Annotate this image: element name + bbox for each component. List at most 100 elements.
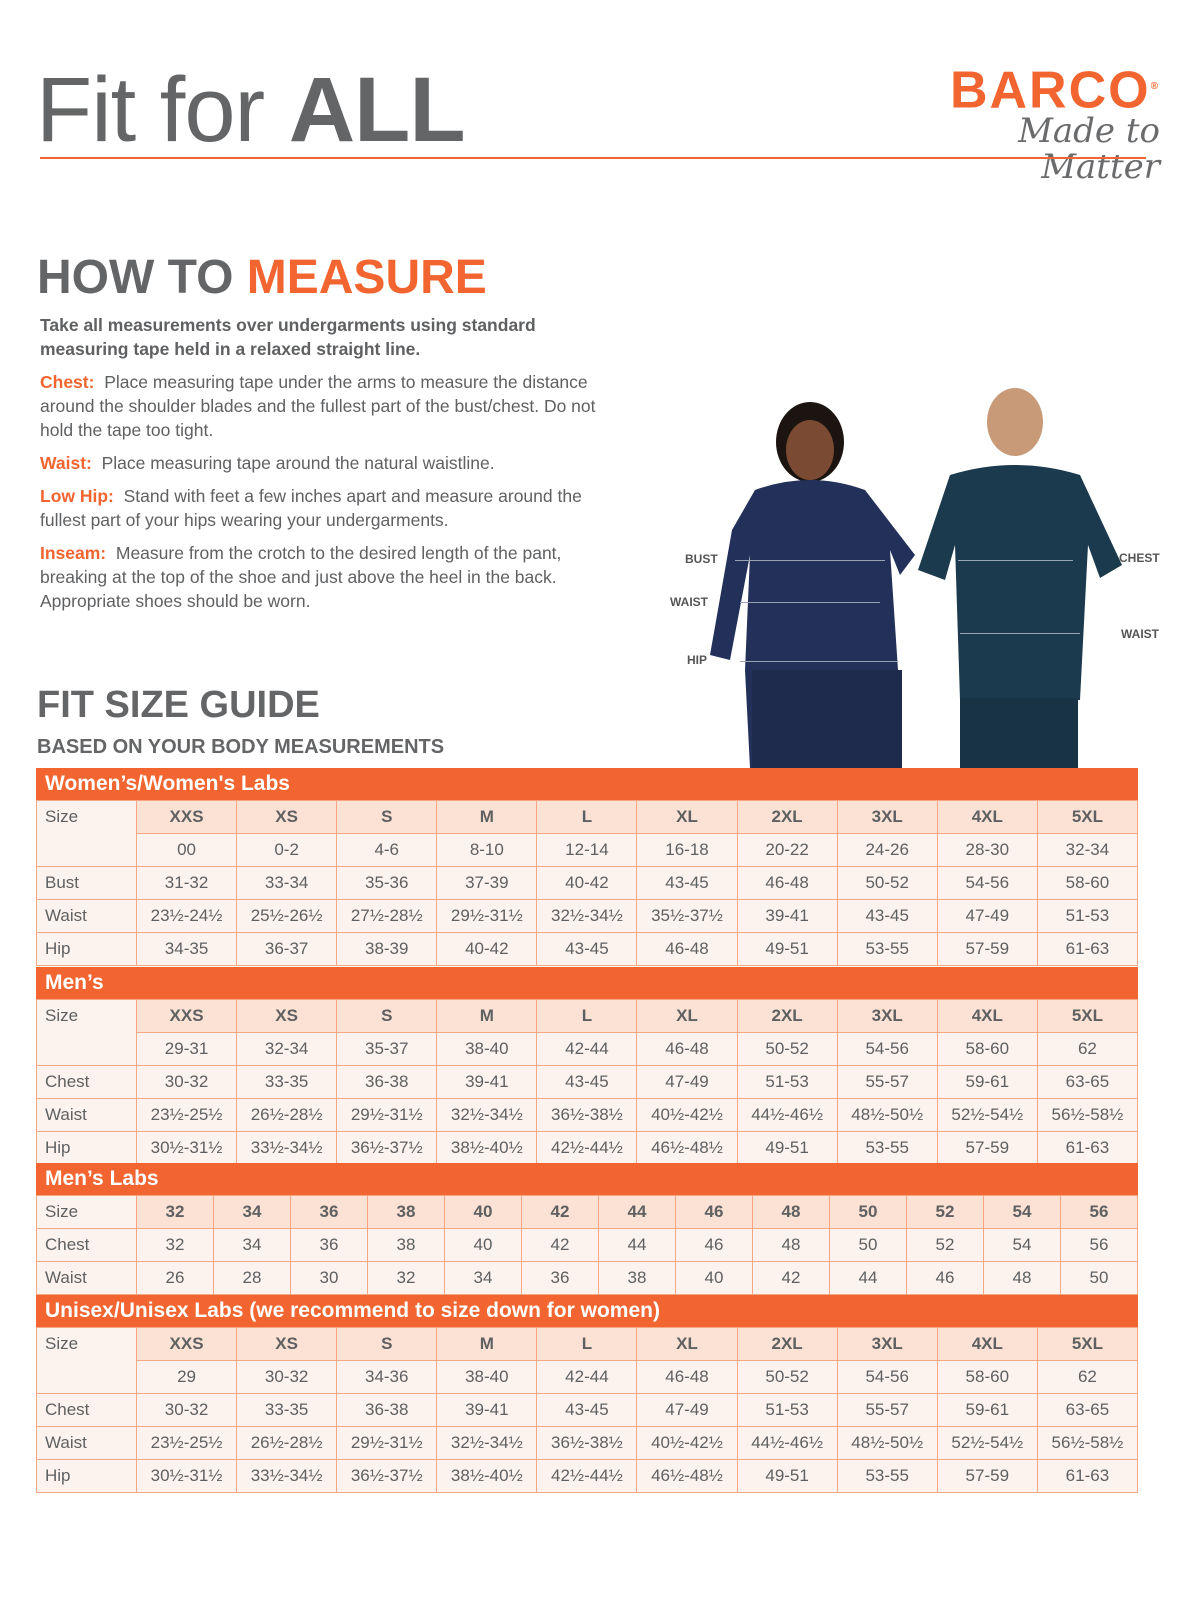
sub-size-cell: 30-32	[236, 1360, 338, 1394]
value-cell: 43-45	[536, 932, 638, 966]
sub-size-cell: 54-56	[836, 1032, 938, 1066]
value-cell: 26½-28½	[236, 1426, 338, 1460]
value-cell: 40-42	[436, 932, 538, 966]
size-cell: 38	[367, 1195, 445, 1229]
sub-size-cell: 20-22	[736, 833, 838, 867]
sub-size-cell: 46-48	[636, 1360, 738, 1394]
sub-size-cell: 35-37	[336, 1032, 438, 1066]
value-cell: 30	[290, 1261, 368, 1295]
how-to-measure-heading: HOW TO MEASURE	[37, 250, 487, 305]
waist-label: WAIST	[670, 595, 708, 609]
value-cell: 26	[136, 1261, 214, 1295]
value-cell: 42½-44½	[536, 1131, 638, 1165]
value-cell: 26½-28½	[236, 1098, 338, 1132]
size-table-mens-labs: Men’s Labs Size 32 34 36 38 40 42 44 46 48 50 52 54 56…	[36, 1163, 1138, 1295]
value-cell: 61-63	[1036, 1131, 1139, 1165]
size-cell: XXS	[135, 999, 238, 1033]
value-cell: 51-53	[736, 1065, 838, 1099]
value-cell: 33-34	[236, 866, 338, 900]
size-cell: M	[436, 800, 538, 834]
value-cell: 31-32	[135, 866, 238, 900]
table-row: Hip 34-35 36-37 38-39 40-42 43-45 46-48 49-51 53…	[36, 932, 1139, 966]
size-cell: XS	[236, 1327, 338, 1361]
value-cell: 57-59	[936, 932, 1038, 966]
value-cell: 37-39	[436, 866, 538, 900]
chest-label: CHEST	[1119, 551, 1160, 565]
sub-size-cell: 42-44	[536, 1360, 638, 1394]
size-cell: 5XL	[1036, 800, 1139, 834]
row-label: Bust	[36, 866, 137, 900]
value-cell: 55-57	[836, 1393, 938, 1427]
value-cell: 63-65	[1036, 1393, 1139, 1427]
sub-size-cell: 38-40	[436, 1360, 538, 1394]
registered-mark: ®	[1150, 81, 1160, 92]
fit-size-guide-title: FIT SIZE GUIDE	[37, 684, 320, 726]
value-cell: 48½-50½	[836, 1098, 938, 1132]
value-cell: 34	[444, 1261, 522, 1295]
size-cell: M	[436, 999, 538, 1033]
value-cell: 40	[444, 1228, 522, 1262]
value-cell: 38	[367, 1228, 445, 1262]
instruction-text: Place measuring tape under the arms to m…	[40, 372, 596, 440]
sub-size-cell: 16-18	[636, 833, 738, 867]
instruction-text: Stand with feet a few inches apart and m…	[40, 486, 582, 530]
row-label: Chest	[36, 1065, 137, 1099]
size-table-mens: Men’s Size XXS XS S M L XL 2XL 3XL 4XL 5XL 29-31 32-3…	[36, 967, 1139, 1165]
size-cell: 56	[1060, 1195, 1138, 1229]
value-cell: 30½-31½	[135, 1131, 238, 1165]
size-table: Size 32 34 36 38 40 42 44 46 48 50 52 54 56 Chest 32 34 3…	[36, 1195, 1138, 1295]
sub-size-cell: 38-40	[436, 1032, 538, 1066]
value-cell: 32½-34½	[436, 1426, 538, 1460]
row-label: Chest	[36, 1393, 137, 1427]
value-cell: 46	[906, 1261, 984, 1295]
instruction-text: Measure from the crotch to the desired l…	[40, 543, 562, 611]
value-cell: 59-61	[936, 1065, 1038, 1099]
sub-size-cell: 46-48	[636, 1032, 738, 1066]
value-cell: 49-51	[736, 1459, 838, 1493]
size-cell: XXS	[135, 800, 238, 834]
size-table: Size XXS XS S M L XL 2XL 3XL 4XL 5XL 29-31 32-34 35-3…	[36, 999, 1139, 1165]
value-cell: 49-51	[736, 1131, 838, 1165]
title-light: Fit for	[36, 59, 289, 161]
sub-size-cell: 0-2	[236, 833, 338, 867]
value-cell: 38	[598, 1261, 676, 1295]
row-label: Hip	[36, 932, 137, 966]
sub-size-cell: 62	[1036, 1032, 1139, 1066]
size-cell: XXS	[135, 1327, 238, 1361]
fit-size-guide-subtitle: BASED ON YOUR BODY MEASUREMENTS	[37, 736, 445, 758]
sub-size-cell: 29	[135, 1360, 238, 1394]
instruction-waist: Waist: Place measuring tape around the n…	[40, 451, 610, 475]
size-table: Size XXS XS S M L XL 2XL 3XL 4XL 5XL 00 0-2 4-6 8-10 12…	[36, 800, 1139, 966]
value-cell: 29½-31½	[436, 899, 538, 933]
size-cell: 50	[829, 1195, 907, 1229]
size-cell: 4XL	[936, 1327, 1038, 1361]
sub-size-cell: 29-31	[135, 1032, 238, 1066]
table-row: Hip 30½-31½ 33½-34½ 36½-37½ 38½-40½ 42½-44½ 46…	[36, 1459, 1139, 1493]
size-cell: 52	[906, 1195, 984, 1229]
size-table-womens: Women’s/Women's Labs Size XXS XS S M L XL 2XL 3XL…	[36, 768, 1139, 966]
logo-tagline: Made to Matter	[1018, 111, 1160, 188]
value-cell: 54-56	[936, 866, 1038, 900]
value-cell: 59-61	[936, 1393, 1038, 1427]
size-cell: 5XL	[1036, 999, 1139, 1033]
value-cell: 39-41	[436, 1393, 538, 1427]
value-cell: 28	[213, 1261, 291, 1295]
value-cell: 32½-34½	[436, 1098, 538, 1132]
value-cell: 30-32	[135, 1065, 238, 1099]
value-cell: 43-45	[536, 1065, 638, 1099]
size-cell: 2XL	[736, 999, 838, 1033]
size-cell: 3XL	[836, 1327, 938, 1361]
size-cell: 2XL	[736, 800, 838, 834]
sub-size-cell: 34-36	[336, 1360, 438, 1394]
value-cell: 44	[598, 1228, 676, 1262]
heading-gray: HOW TO	[37, 251, 247, 304]
value-cell: 33-35	[236, 1393, 338, 1427]
value-cell: 36	[290, 1228, 368, 1262]
size-cell: 32	[136, 1195, 214, 1229]
row-label: Size	[36, 1195, 137, 1229]
sub-size-cell: 50-52	[736, 1032, 838, 1066]
table-row: Chest 30-32 33-35 36-38 39-41 43-45 47-49 51-53…	[36, 1393, 1139, 1427]
value-cell: 39-41	[436, 1065, 538, 1099]
table-row: Bust 31-32 33-34 35-36 37-39 40-42 43-45 46-48 5…	[36, 866, 1139, 900]
size-cell: 36	[290, 1195, 368, 1229]
